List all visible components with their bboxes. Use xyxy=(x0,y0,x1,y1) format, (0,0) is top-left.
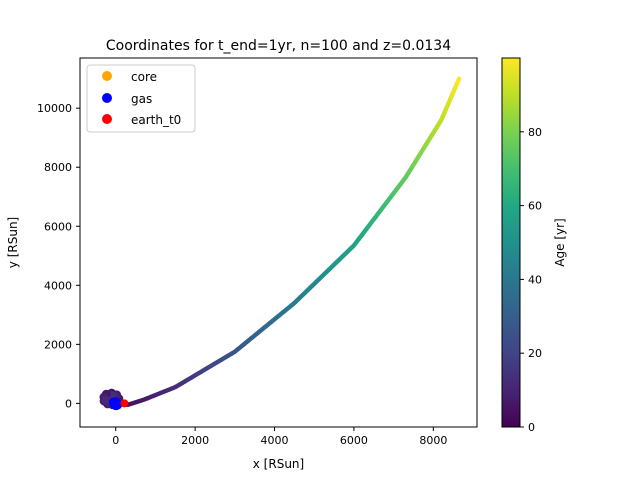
x-tick-label: 0 xyxy=(112,434,119,447)
x-tick-label: 6000 xyxy=(340,434,368,447)
colorbar: 0 20 40 60 80 Age [yr] xyxy=(501,57,567,434)
x-axis-label: x [RSun] xyxy=(253,457,304,471)
y-tick-label: 8000 xyxy=(44,161,72,174)
point-gas xyxy=(111,400,122,411)
legend-marker-earth xyxy=(102,114,112,124)
plot-area: 0 2000 4000 6000 8000 0 2000 4000 6000 8000 10000 xyxy=(37,57,478,447)
legend-label-earth: earth_t0 xyxy=(131,113,181,127)
y-tick-label: 10000 xyxy=(37,102,72,115)
legend-marker-core xyxy=(102,71,112,81)
point-earth-t0 xyxy=(120,399,129,408)
legend-marker-gas xyxy=(102,93,112,103)
chart-title: Coordinates for t_end=1yr, n=100 and z=0… xyxy=(106,38,451,54)
x-tick-label: 4000 xyxy=(261,434,289,447)
colorbar-tick-label: 20 xyxy=(528,347,542,360)
scatter-points xyxy=(108,397,129,411)
x-tick-label: 8000 xyxy=(419,434,447,447)
trail-point xyxy=(456,76,462,81)
x-axis-ticks: 0 2000 4000 6000 8000 xyxy=(112,427,447,447)
legend: core gas earth_t0 xyxy=(86,64,196,133)
y-tick-label: 6000 xyxy=(44,220,72,233)
colorbar-tick-label: 80 xyxy=(528,126,542,139)
y-tick-label: 4000 xyxy=(44,279,72,292)
colorbar-label: Age [yr] xyxy=(553,218,567,266)
y-tick-label: 2000 xyxy=(44,338,72,351)
legend-box xyxy=(86,64,196,133)
colorbar-gradient xyxy=(501,57,521,428)
plot-frame xyxy=(79,57,478,428)
y-tick-label: 0 xyxy=(65,397,72,410)
colorbar-tick-label: 40 xyxy=(528,273,542,286)
legend-label-gas: gas xyxy=(131,92,152,106)
legend-label-core: core xyxy=(131,70,157,84)
colorbar-ticks: 0 20 40 60 80 xyxy=(520,126,542,434)
y-axis-ticks: 0 2000 4000 6000 8000 10000 xyxy=(37,102,80,410)
colorbar-tick-label: 0 xyxy=(528,421,535,434)
trail-point xyxy=(101,396,111,406)
y-axis-label: y [RSun] xyxy=(6,217,20,268)
colorbar-tick-label: 60 xyxy=(528,200,542,213)
x-tick-label: 2000 xyxy=(181,434,209,447)
